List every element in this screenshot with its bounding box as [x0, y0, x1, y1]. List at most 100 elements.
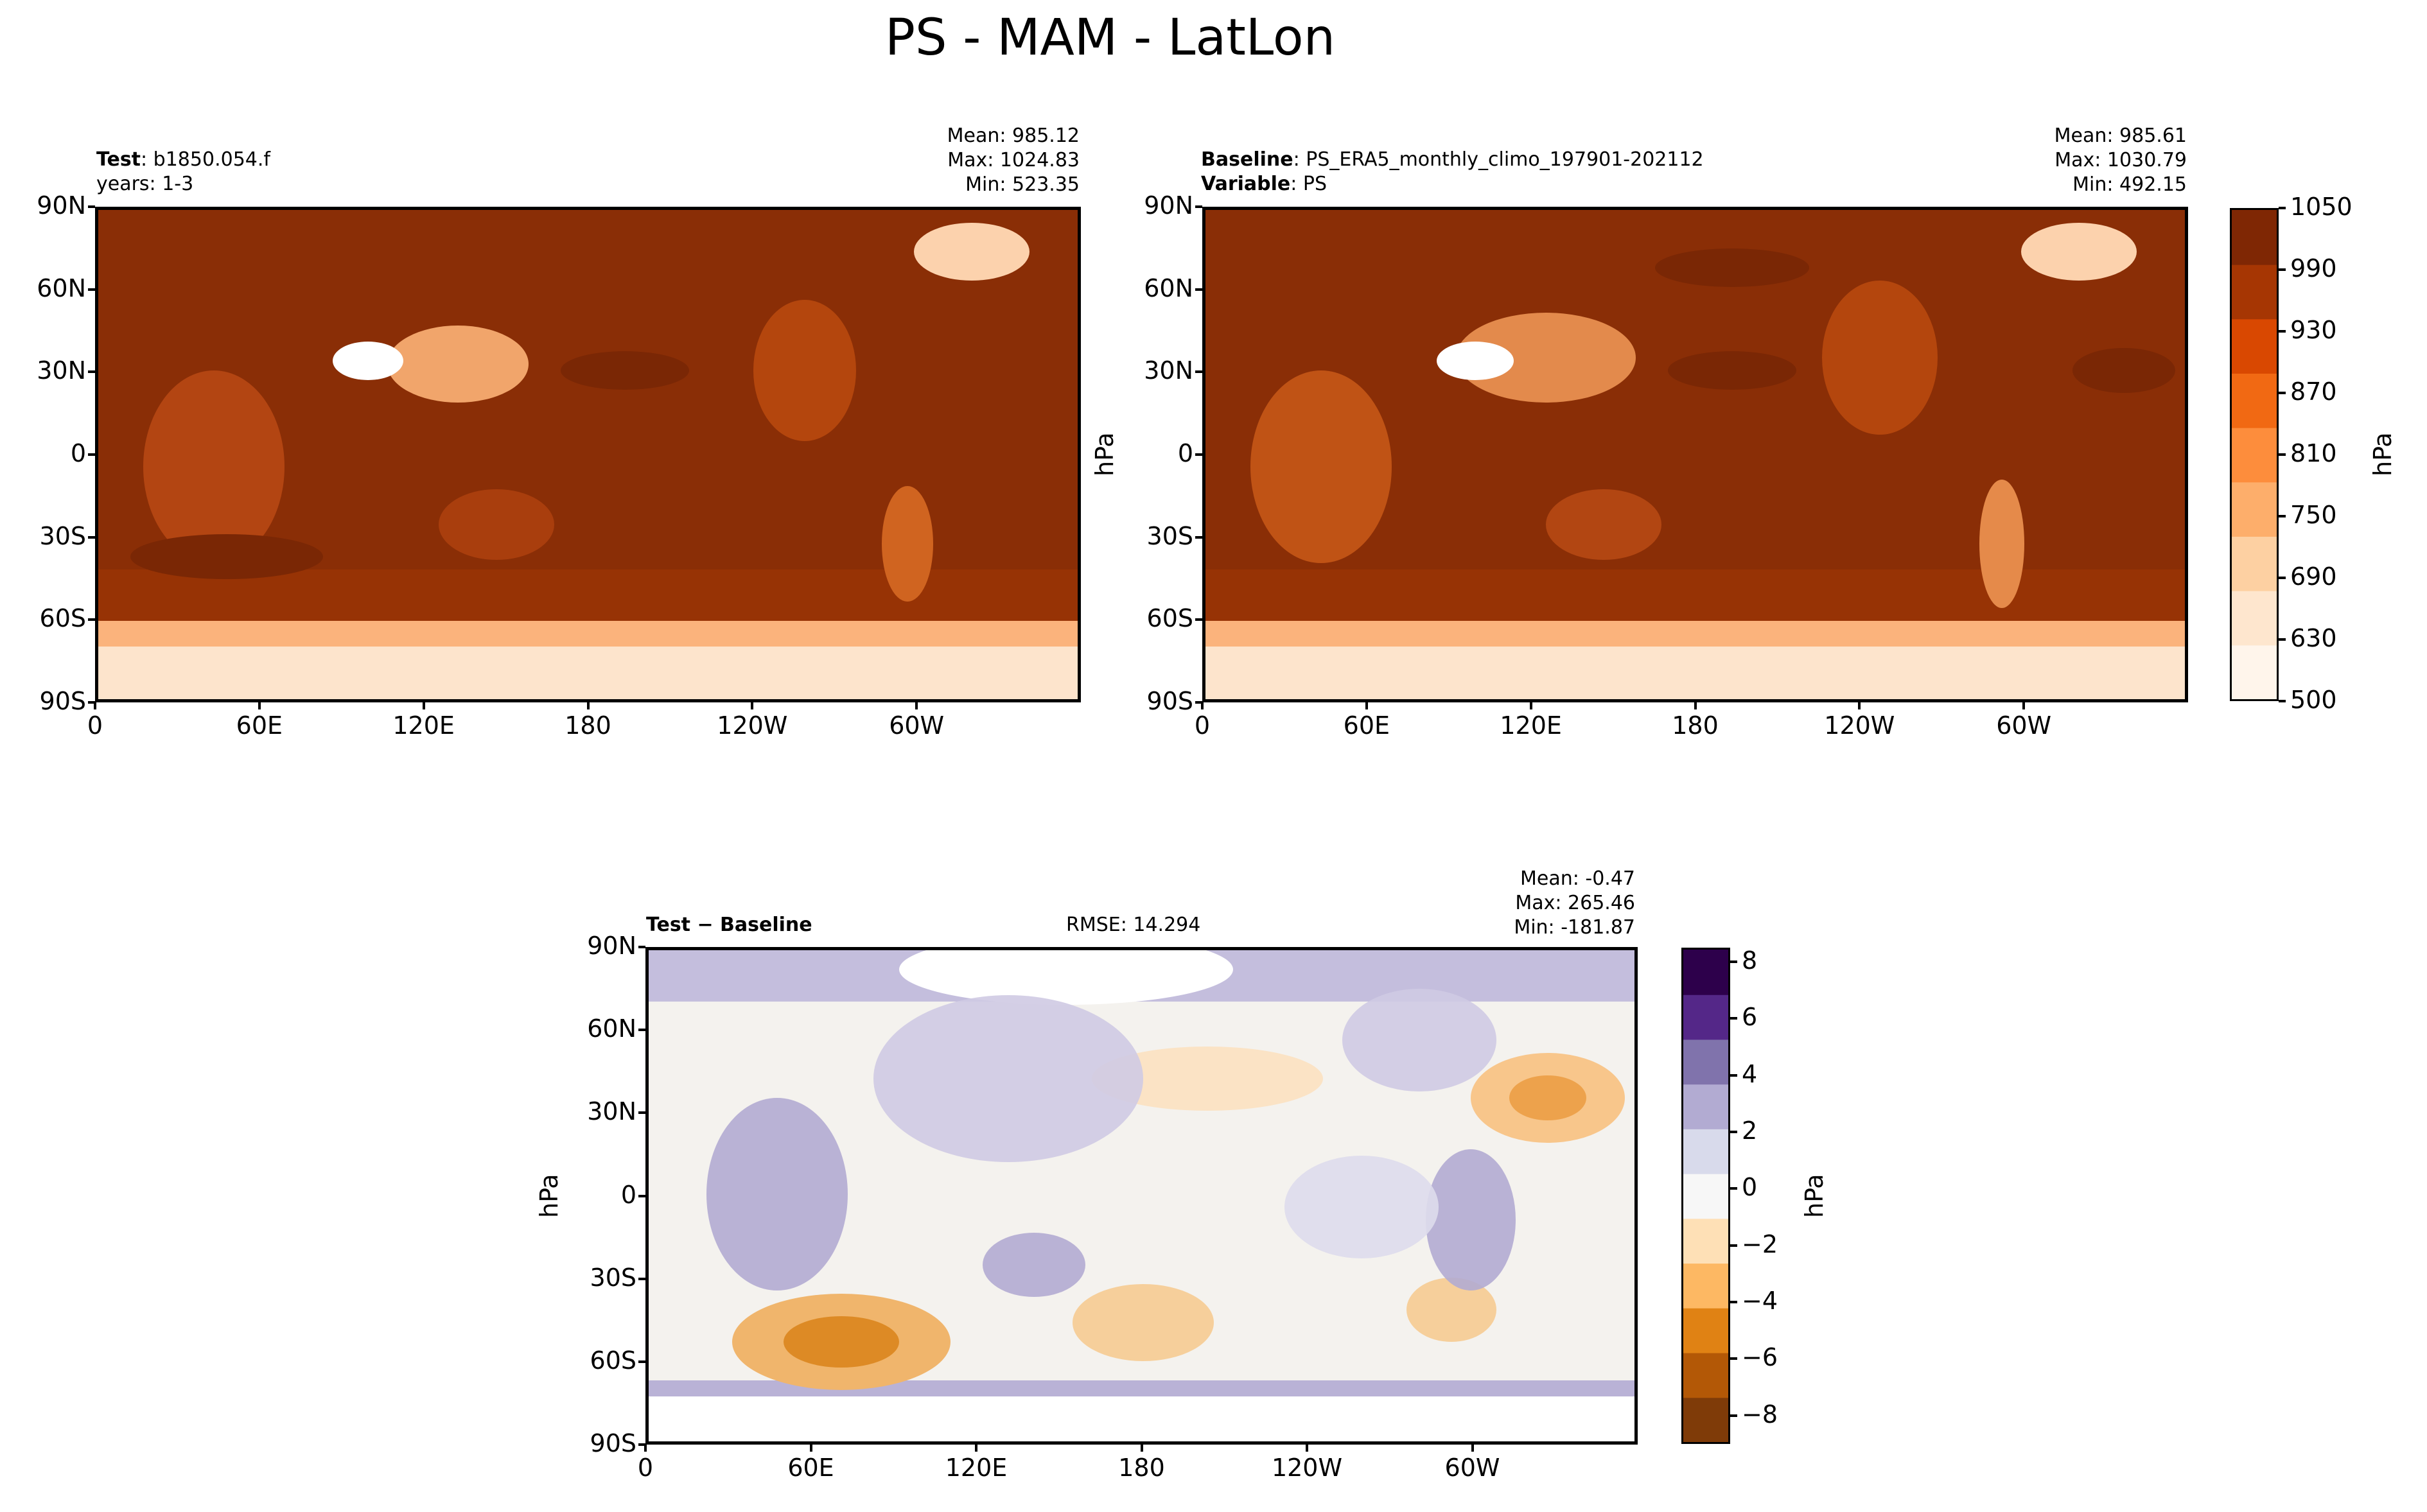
- diff-mean: Mean: -0.47: [1520, 867, 1635, 890]
- test-lon-tick-label: 180: [565, 711, 611, 740]
- test-lat-tick-mark: [88, 535, 95, 539]
- baseline-lon-tick-label: 0: [1194, 711, 1211, 740]
- test-mean: Mean: 985.12: [947, 125, 1080, 147]
- colorbar-main-tick-mark: [2279, 638, 2286, 641]
- test-lat-tick-mark: [88, 288, 95, 291]
- diff-lon-tick-label: 60E: [787, 1454, 834, 1482]
- colorbar-diff-tick-label: 4: [1742, 1059, 1758, 1088]
- colorbar-diff-tick-mark: [1730, 1073, 1737, 1077]
- colorbar-main-swatch: [2232, 645, 2277, 700]
- test-lat-tick-label: 0: [70, 439, 86, 467]
- baseline-map: [1202, 207, 2188, 702]
- test-lon-tick-mark: [258, 702, 261, 709]
- test-max: Max: 1024.83: [947, 149, 1080, 171]
- test-case-name: : b1850.054.f: [141, 148, 270, 171]
- diff-lat-tick-label: 30S: [590, 1263, 636, 1292]
- colorbar-diff-swatch: [1683, 1128, 1728, 1174]
- colorbar-main-tick-mark: [2279, 392, 2286, 394]
- diff-max: Max: 265.46: [1515, 892, 1635, 914]
- colorbar-diff-tick-label: 0: [1742, 1173, 1758, 1202]
- colorbar-main-swatch: [2232, 264, 2277, 320]
- test-label: Test: [96, 148, 141, 171]
- colorbar-diff-swatch: [1683, 1039, 1728, 1085]
- diff-lat-tick-mark: [638, 1443, 645, 1446]
- test-lat-tick-mark: [88, 453, 95, 456]
- test-lat-tick-mark: [88, 701, 95, 704]
- test-lat-tick-label: 90N: [37, 191, 86, 220]
- test-lon-tick-mark: [94, 702, 96, 709]
- diff-label: Test − Baseline: [646, 914, 812, 936]
- baseline-lat-tick-label: 30S: [1146, 521, 1193, 550]
- diff-lon-tick-label: 120W: [1271, 1454, 1343, 1482]
- colorbar-main-tick-mark: [2279, 453, 2286, 456]
- diff-lat-tick-label: 0: [620, 1180, 636, 1209]
- colorbar-diff-swatch: [1683, 950, 1728, 995]
- test-lon-tick-mark: [915, 702, 918, 709]
- test-lon-tick-label: 120E: [392, 711, 455, 740]
- test-lat-tick-label: 30N: [37, 356, 86, 385]
- test-lat-tick-label: 90S: [39, 687, 86, 715]
- test-lon-tick-label: 120W: [717, 711, 788, 740]
- baseline-lat-tick-label: 0: [1177, 439, 1193, 467]
- diff-panel-title: Test − Baseline: [646, 914, 812, 936]
- baseline-lon-tick-mark: [1858, 702, 1861, 709]
- colorbar-diff-tick-label: 8: [1742, 946, 1758, 975]
- test-lat-tick-label: 30S: [39, 521, 86, 550]
- colorbar-main-swatch: [2232, 210, 2277, 265]
- baseline-lat-tick-mark: [1195, 535, 1202, 539]
- baseline-lat-tick-label: 30N: [1144, 356, 1193, 385]
- diff-lat-tick-mark: [638, 1111, 645, 1115]
- baseline-lon-tick-mark: [1529, 702, 1532, 709]
- colorbar-diff-tick-label: −4: [1742, 1287, 1778, 1316]
- diff-lat-tick-label: 60N: [587, 1014, 636, 1043]
- baseline-dataset-name: : PS_ERA5_monthly_climo_197901-202112: [1293, 148, 1704, 171]
- colorbar-diff-tick-mark: [1730, 1357, 1737, 1360]
- test-lat-tick-mark: [88, 370, 95, 374]
- diff-lon-tick-label: 180: [1118, 1454, 1165, 1482]
- colorbar-diff-swatch: [1683, 1397, 1728, 1443]
- colorbar-main-label: hPa: [2369, 432, 2397, 476]
- colorbar-diff-tick-label: −8: [1742, 1400, 1778, 1429]
- baseline-lat-tick-label: 90N: [1144, 191, 1193, 220]
- colorbar-main-tick-label: 930: [2290, 316, 2337, 344]
- test-lat-tick-label: 60N: [37, 274, 86, 302]
- colorbar-diff-tick-label: 6: [1742, 1003, 1758, 1032]
- diff-lat-tick-mark: [638, 1029, 645, 1032]
- figure-title: PS - MAM - LatLon: [884, 9, 1336, 67]
- colorbar-diff-tick-label: 2: [1742, 1117, 1758, 1145]
- baseline-lon-tick-label: 120E: [1500, 711, 1562, 740]
- diff-lat-tick-label: 60S: [590, 1346, 636, 1375]
- colorbar-diff-tick-mark: [1730, 1017, 1737, 1020]
- colorbar-diff-swatch: [1683, 994, 1728, 1040]
- colorbar-diff-swatch: [1683, 1084, 1728, 1129]
- colorbar-main-tick-label: 1050: [2290, 193, 2353, 221]
- colorbar-main-tick-mark: [2279, 268, 2286, 271]
- baseline-lat-tick-mark: [1195, 701, 1202, 704]
- test-map-field: [98, 210, 1078, 699]
- baseline-lon-tick-mark: [1694, 702, 1697, 709]
- baseline-min: Min: 492.15: [2072, 173, 2187, 196]
- test-lat-tick-label: 60S: [39, 604, 86, 633]
- diff-ylabel: hPa: [535, 1174, 563, 1218]
- colorbar-diff: [1681, 948, 1730, 1444]
- test-map: [95, 207, 1081, 702]
- test-lon-tick-label: 60W: [889, 711, 945, 740]
- diff-lat-tick-mark: [638, 946, 645, 948]
- test-lat-tick-mark: [88, 205, 95, 208]
- baseline-lon-tick-mark: [1365, 702, 1368, 709]
- diff-lon-tick-label: 60W: [1444, 1454, 1500, 1482]
- test-lon-tick-mark: [751, 702, 754, 709]
- test-lon-tick-mark: [422, 702, 425, 709]
- variable-name: : PS: [1290, 173, 1327, 195]
- colorbar-diff-tick-mark: [1730, 1414, 1737, 1417]
- colorbar-main-gradient: [2232, 210, 2277, 700]
- variable-label: Variable: [1201, 173, 1291, 195]
- colorbar-diff-tick-mark: [1730, 1244, 1737, 1247]
- colorbar-diff-tick-mark: [1730, 1187, 1737, 1190]
- colorbar-main-tick-label: 870: [2290, 378, 2337, 406]
- test-lat-tick-mark: [88, 618, 95, 621]
- diff-stats: Mean: -0.47 Max: 265.46 Min: -181.87: [1514, 867, 1635, 940]
- diff-lat-tick-mark: [638, 1194, 645, 1197]
- colorbar-main-tick-label: 750: [2290, 501, 2337, 529]
- colorbar-main-swatch: [2232, 590, 2277, 646]
